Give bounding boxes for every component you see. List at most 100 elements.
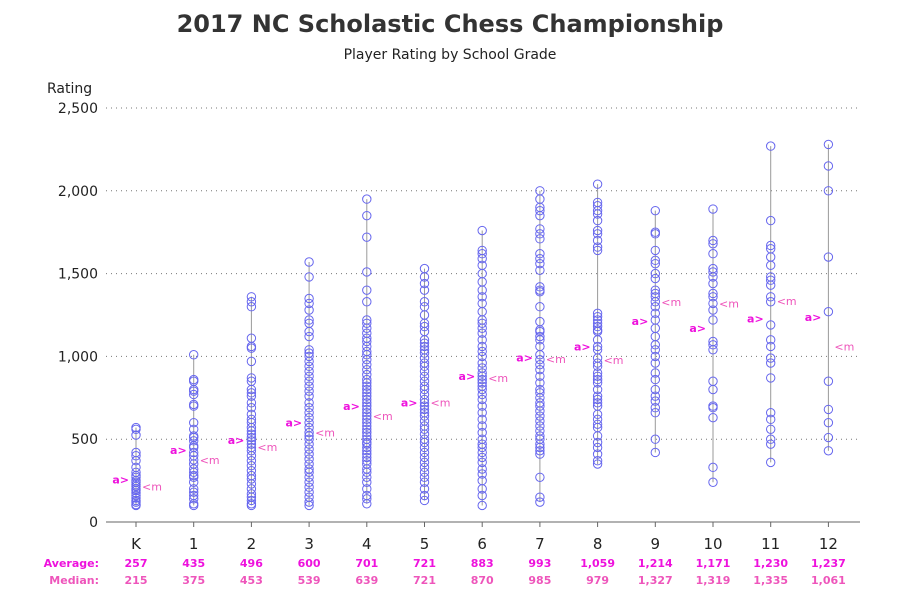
data-point <box>650 258 660 269</box>
data-point <box>592 456 603 466</box>
data-point <box>708 298 718 309</box>
data-point <box>766 434 776 444</box>
median-value: 453 <box>240 574 263 587</box>
data-point <box>592 179 603 189</box>
average-value: 257 <box>125 557 148 570</box>
data-point <box>592 311 603 322</box>
data-point <box>535 224 545 234</box>
data-point <box>477 421 487 431</box>
average-marker: a> <box>516 352 533 365</box>
data-point <box>189 484 199 494</box>
data-point <box>304 326 314 337</box>
data-point <box>246 436 257 446</box>
average-marker: a> <box>574 341 591 354</box>
y-axis-label: Rating <box>47 81 92 97</box>
data-point <box>419 371 430 381</box>
data-point <box>362 210 372 221</box>
data-point <box>535 282 545 292</box>
median-marker: <m <box>488 372 508 385</box>
data-point <box>246 292 257 302</box>
data-point <box>246 373 257 383</box>
data-point <box>592 394 603 405</box>
data-point <box>131 497 141 507</box>
data-point <box>535 287 545 297</box>
data-point <box>419 297 430 307</box>
data-point <box>362 411 372 421</box>
data-point <box>189 472 199 482</box>
data-point <box>592 368 603 378</box>
data-point <box>535 416 545 426</box>
data-point <box>477 225 487 236</box>
data-point <box>477 500 487 511</box>
data-point <box>823 376 834 386</box>
data-point <box>477 484 487 494</box>
data-point <box>189 401 199 411</box>
data-point <box>823 252 834 262</box>
data-point <box>189 477 199 487</box>
chart-title: 2017 NC Scholastic Chess Championship <box>177 10 724 38</box>
data-point <box>592 384 603 395</box>
data-point <box>419 424 430 434</box>
median-marker: <m <box>200 454 220 467</box>
average-marker: a> <box>805 311 822 324</box>
data-point <box>592 315 603 325</box>
data-point <box>592 235 603 246</box>
data-point <box>650 447 660 458</box>
data-point <box>477 351 487 362</box>
data-point <box>419 384 430 395</box>
data-point <box>535 229 545 239</box>
data-point <box>189 436 199 446</box>
data-point <box>650 308 660 319</box>
average-value: 701 <box>355 557 378 570</box>
data-point <box>362 355 372 365</box>
data-point <box>304 345 314 355</box>
data-point <box>592 229 603 239</box>
y-tick-label: 2,000 <box>58 184 98 200</box>
data-point <box>823 186 834 196</box>
data-point <box>189 500 199 511</box>
data-point <box>592 459 603 469</box>
data-point <box>362 194 372 204</box>
data-point <box>650 255 660 266</box>
data-point <box>477 292 487 302</box>
data-point <box>650 368 660 378</box>
data-point <box>766 408 776 418</box>
data-point <box>246 297 257 307</box>
data-point <box>419 452 430 463</box>
data-point <box>362 472 372 482</box>
average-value: 1,171 <box>696 557 731 570</box>
data-point <box>477 408 487 418</box>
data-point <box>304 497 314 507</box>
data-point <box>708 412 718 423</box>
data-point <box>304 381 314 391</box>
x-tick-label: 9 <box>651 535 661 553</box>
y-tick-label: 0 <box>89 515 98 531</box>
data-point <box>708 305 718 315</box>
data-point <box>304 408 314 418</box>
data-point <box>823 306 834 317</box>
data-point <box>362 285 372 295</box>
x-tick-label: 3 <box>304 535 314 553</box>
median-marker: <m <box>777 295 797 308</box>
median-value: 539 <box>298 574 321 587</box>
x-tick-label: 5 <box>420 535 430 553</box>
data-point <box>708 278 718 289</box>
data-point <box>592 391 603 401</box>
data-point <box>131 500 141 511</box>
data-point <box>477 452 487 463</box>
data-point <box>246 446 257 456</box>
data-point <box>477 318 487 328</box>
data-point <box>419 484 430 494</box>
data-point <box>592 442 603 453</box>
data-point <box>304 477 314 487</box>
y-tick-labels: 0 500 1,000 1,500 2,000 2,500 <box>58 101 98 531</box>
data-point <box>362 378 372 388</box>
median-value: 1,327 <box>638 574 673 587</box>
data-point <box>535 472 545 482</box>
data-point <box>362 446 372 456</box>
data-point <box>304 427 314 438</box>
average-marker: a> <box>228 434 245 447</box>
data-point <box>246 439 257 449</box>
data-point <box>766 260 776 271</box>
data-point <box>535 492 545 502</box>
